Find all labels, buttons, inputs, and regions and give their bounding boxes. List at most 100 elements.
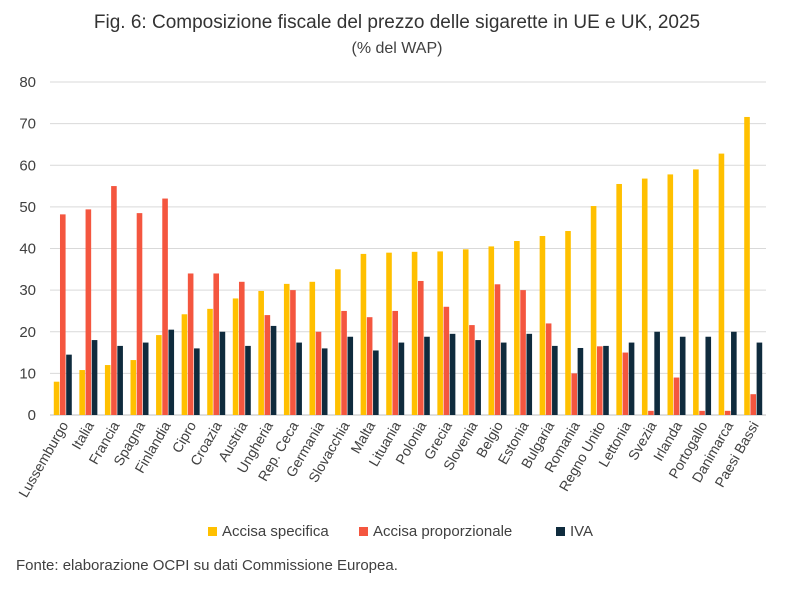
bar — [449, 333, 456, 415]
bar — [494, 284, 501, 415]
bar — [321, 348, 328, 415]
bar — [59, 214, 66, 415]
bar — [744, 116, 750, 415]
bar — [520, 290, 526, 415]
bar — [526, 333, 533, 415]
bar — [679, 336, 686, 415]
bar — [142, 342, 149, 415]
bar — [514, 241, 520, 415]
bar — [79, 370, 85, 415]
bar — [91, 340, 98, 415]
legend-swatch — [359, 527, 368, 536]
bar — [469, 325, 475, 415]
bar — [283, 283, 290, 415]
legend-swatch — [208, 527, 217, 536]
y-tick-label: 70 — [19, 116, 36, 133]
legend-label: IVA — [570, 523, 593, 540]
bar — [232, 298, 239, 415]
bar — [219, 331, 226, 415]
x-axis: LussemburgoItaliaFranciaSpagnaFinlandiaC… — [15, 418, 762, 500]
bar — [309, 281, 316, 415]
bar — [270, 325, 277, 415]
bar — [596, 346, 603, 415]
bar — [667, 174, 674, 415]
bar — [565, 231, 571, 415]
x-tick-label: Lussemburgo — [15, 418, 71, 500]
bar — [290, 290, 296, 415]
bar — [641, 178, 648, 415]
bar — [500, 342, 507, 415]
bar — [366, 317, 373, 415]
bar — [699, 410, 705, 415]
bar — [258, 290, 264, 415]
bar — [341, 310, 347, 415]
bar — [673, 377, 680, 415]
bar — [187, 273, 194, 415]
bar — [360, 253, 367, 415]
bar — [392, 310, 399, 415]
bar — [238, 281, 245, 415]
bar — [335, 269, 341, 415]
bar — [577, 347, 584, 415]
bar — [296, 342, 302, 415]
bar — [245, 345, 251, 415]
legend-label: Accisa proporzionale — [373, 523, 512, 540]
legend: Accisa specifica Accisa proporzionale IVA — [208, 523, 593, 540]
bar — [207, 308, 213, 415]
bar — [162, 198, 168, 415]
bar — [475, 340, 481, 415]
bar — [539, 236, 546, 415]
y-tick-label: 60 — [19, 157, 36, 174]
bar — [130, 360, 137, 415]
y-tick-label: 80 — [19, 74, 36, 91]
bar — [488, 246, 495, 415]
y-tick-label: 50 — [19, 199, 36, 216]
bar — [718, 153, 725, 415]
y-axis: 0 10 20 30 40 50 60 70 80 — [19, 74, 36, 424]
bar — [136, 213, 143, 415]
source-note: Fonte: elaborazione OCPI su dati Commiss… — [16, 557, 398, 574]
bar — [693, 169, 699, 415]
bar — [181, 314, 188, 415]
bar — [462, 249, 469, 415]
chart-title: Fig. 6: Composizione fiscale del prezzo … — [93, 12, 701, 33]
bar — [648, 410, 654, 415]
bar — [417, 280, 424, 415]
bar — [654, 331, 660, 415]
bar — [398, 342, 405, 415]
bar — [628, 342, 635, 415]
legend-swatch — [556, 527, 565, 536]
bar — [756, 342, 763, 415]
bar — [731, 331, 737, 415]
bar — [616, 183, 622, 415]
bar — [315, 331, 322, 415]
bar — [264, 315, 271, 415]
bar — [168, 329, 175, 415]
bar — [443, 306, 450, 415]
bar — [85, 209, 92, 415]
bar — [373, 350, 379, 415]
bar — [104, 365, 111, 415]
bar — [424, 336, 430, 415]
bar — [66, 354, 72, 415]
bar — [705, 336, 712, 415]
y-tick-label: 20 — [19, 324, 36, 341]
bar — [111, 186, 117, 415]
bar — [213, 273, 220, 415]
bar — [53, 381, 60, 415]
bar — [590, 206, 597, 415]
bar — [386, 252, 392, 415]
bar — [571, 373, 578, 415]
bar — [603, 345, 609, 415]
bar — [347, 336, 354, 415]
bar — [750, 394, 757, 415]
bar — [724, 410, 731, 415]
bar — [552, 345, 558, 415]
y-tick-label: 30 — [19, 282, 36, 299]
bar — [622, 352, 629, 415]
legend-label: Accisa specifica — [222, 523, 329, 540]
y-tick-label: 0 — [28, 407, 36, 424]
y-tick-label: 10 — [19, 365, 36, 382]
bars — [53, 116, 763, 415]
